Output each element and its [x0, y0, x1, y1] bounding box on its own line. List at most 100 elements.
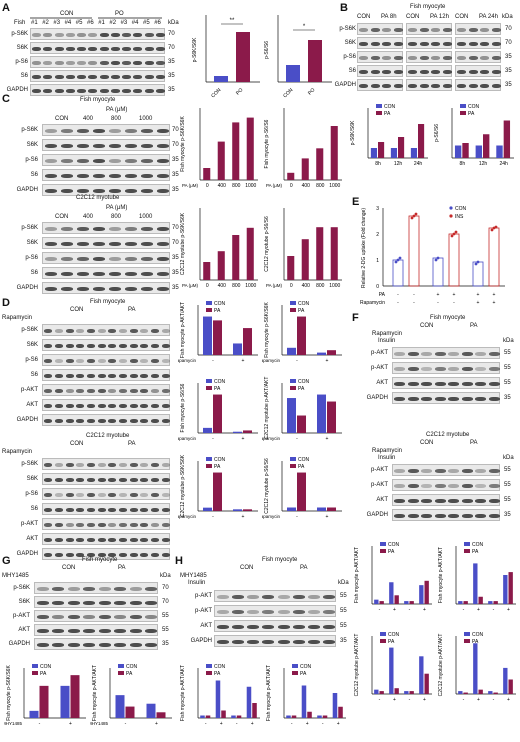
- group-po-label: PO: [115, 11, 124, 17]
- bar: [301, 685, 307, 718]
- blot-band: [308, 594, 321, 599]
- bar: [243, 430, 252, 433]
- blot-band: [76, 328, 85, 333]
- blot-band: [394, 366, 405, 371]
- blot-label: p-S6: [25, 491, 38, 497]
- blot-band: [83, 586, 96, 591]
- blot-band: [468, 83, 478, 88]
- blot-strip: [214, 620, 336, 632]
- bar: [203, 168, 211, 180]
- blot-band: [150, 477, 160, 482]
- lane-label: #5: [143, 20, 150, 26]
- panel-a-label: A: [2, 2, 10, 14]
- blot-band: [44, 128, 58, 133]
- blot-band: [442, 83, 452, 88]
- blot-strip: [392, 509, 500, 521]
- group-label: PA: [118, 565, 126, 571]
- x-prefix: Rapamycin: [178, 436, 196, 441]
- blot-band: [144, 60, 154, 65]
- blot-band: [44, 158, 58, 163]
- bar: [233, 431, 242, 433]
- svg-text:+: +: [453, 292, 456, 298]
- bar: [287, 256, 295, 280]
- bar: [496, 145, 503, 158]
- blot-band: [407, 351, 419, 356]
- x-tick: -: [125, 721, 127, 727]
- kda-value: 70: [172, 225, 179, 231]
- blot-band: [393, 55, 403, 60]
- bar: [301, 158, 309, 180]
- bar: [221, 710, 226, 718]
- blot-band: [129, 586, 142, 591]
- blot-band: [129, 403, 138, 408]
- row-label: Rapamycin: [2, 449, 33, 455]
- blot-label: GAPDH: [16, 285, 38, 291]
- blot-band: [488, 396, 500, 401]
- blot-band: [407, 498, 419, 503]
- bar: [378, 142, 385, 158]
- blot-band: [129, 537, 138, 542]
- x-tick: -: [212, 358, 214, 364]
- blot-band: [129, 552, 138, 557]
- svg-text:-: -: [413, 292, 415, 298]
- blot-band: [65, 343, 74, 348]
- blot-band: [76, 537, 85, 542]
- blot-band: [92, 241, 106, 246]
- blot-label: p-S6K: [21, 127, 38, 133]
- blot-band: [86, 418, 96, 423]
- blot-band: [156, 226, 170, 231]
- blot-band: [231, 624, 244, 629]
- bar: [231, 715, 236, 718]
- group-label: CON: [455, 14, 469, 20]
- x-prefix: Rapamycin: [262, 358, 280, 363]
- blot-band: [114, 586, 127, 591]
- blot-band: [76, 462, 85, 467]
- blot-band: [65, 358, 74, 363]
- group-label: CON: [62, 565, 76, 571]
- blot-strip: [42, 399, 170, 411]
- blot-band: [145, 600, 158, 605]
- blot-band: [370, 55, 380, 60]
- blot-band: [407, 513, 419, 518]
- blot-band: [110, 46, 120, 51]
- blot-band: [150, 492, 160, 497]
- group-label: PA: [470, 440, 478, 446]
- blot-band: [140, 158, 154, 163]
- x-prefix: Rapamycin: [262, 514, 280, 519]
- x-tick: 0: [290, 183, 293, 189]
- blot-band: [108, 143, 122, 148]
- y-axis-label: Fish myocyte p-S6/S6: [264, 119, 270, 168]
- blot-band: [370, 27, 380, 32]
- x-tick: 0: [290, 283, 293, 289]
- blot-band: [65, 60, 75, 65]
- blot-band: [44, 462, 53, 467]
- panel-c-label: C: [2, 93, 10, 105]
- legend-item: PA: [126, 671, 133, 677]
- blot-label: p-AKT: [20, 387, 38, 393]
- bar: [488, 691, 493, 694]
- blot-band: [457, 55, 467, 60]
- blot-band: [54, 537, 64, 542]
- blot-band: [468, 55, 478, 60]
- blot-band: [54, 60, 64, 65]
- blot-band: [97, 522, 106, 527]
- blot-band: [382, 83, 392, 88]
- bar: [338, 706, 343, 718]
- lane-label: #1: [98, 20, 105, 26]
- blot-band: [65, 88, 75, 93]
- blot-band: [431, 83, 441, 88]
- panel-d-title-c2c12: C2C12 myotube: [86, 433, 130, 439]
- bar: [236, 715, 242, 718]
- blot-strip: [392, 347, 500, 359]
- blot-band: [292, 609, 305, 614]
- blot-band: [475, 468, 486, 473]
- blot-band: [434, 513, 446, 518]
- blot-band: [488, 498, 500, 503]
- blot-band: [108, 358, 117, 363]
- blot-band: [76, 373, 85, 378]
- kda-value: 70: [172, 127, 179, 133]
- blot-strip: [42, 354, 170, 366]
- blot-strip: [214, 605, 336, 617]
